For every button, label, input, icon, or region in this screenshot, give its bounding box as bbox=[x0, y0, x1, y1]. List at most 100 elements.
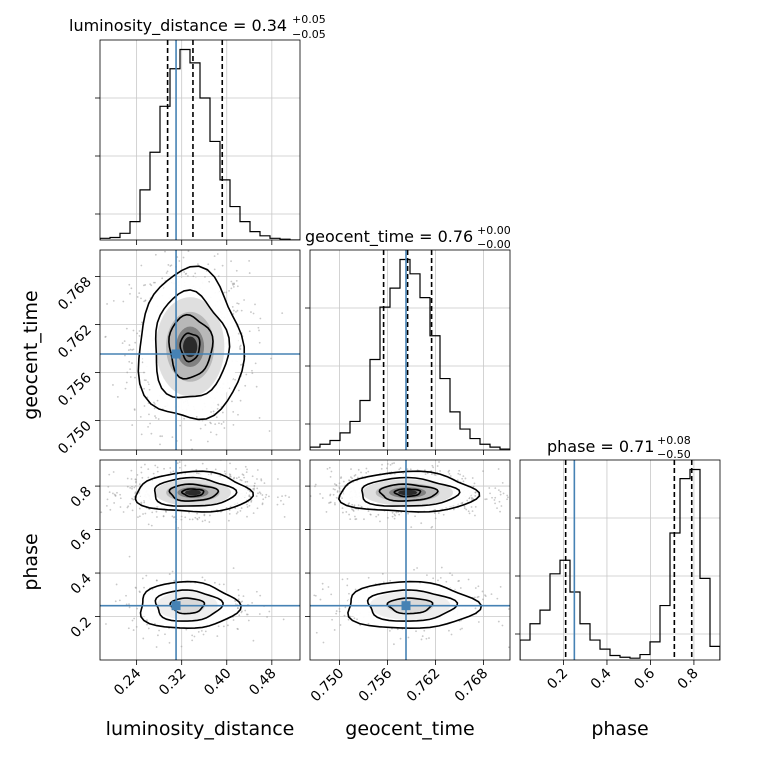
hist2d-geocent-time-phase-sample bbox=[391, 462, 394, 465]
hist2d-luminosity-distance-phase-sample bbox=[134, 586, 137, 589]
hist2d-geocent-time-phase-sample bbox=[474, 505, 477, 508]
hist2d-luminosity-distance-phase-sample bbox=[232, 619, 235, 621]
hist2d-geocent-time-phase-sample bbox=[499, 510, 501, 513]
hist2d-geocent-time-phase-sample bbox=[431, 464, 434, 467]
hist2d-luminosity-distance-phase-sample bbox=[240, 507, 243, 509]
hist2d-luminosity-distance-geocent-time-sample bbox=[125, 327, 128, 330]
hist2d-luminosity-distance-geocent-time-sample bbox=[152, 281, 155, 284]
hist2d-luminosity-distance-geocent-time-sample bbox=[133, 408, 136, 411]
hist2d-geocent-time-phase-sample bbox=[329, 501, 332, 504]
hist2d-luminosity-distance-geocent-time-sample bbox=[154, 415, 156, 417]
hist2d-luminosity-distance-phase-sample bbox=[141, 577, 144, 580]
hist2d-luminosity-distance-geocent-time-sample bbox=[183, 417, 186, 420]
hist2d-luminosity-distance-geocent-time-sample bbox=[129, 376, 132, 378]
hist2d-geocent-time-phase-sample bbox=[497, 620, 500, 623]
hist2d-geocent-time-phase-sample bbox=[338, 608, 341, 610]
hist2d-luminosity-distance-phase-sample bbox=[256, 507, 259, 510]
hist2d-luminosity-distance-phase-sample bbox=[105, 623, 107, 625]
hist2d-luminosity-distance-geocent-time-sample bbox=[153, 403, 156, 405]
hist2d-geocent-time-phase-sample bbox=[466, 499, 469, 502]
hist2d-geocent-time-phase-sample bbox=[461, 477, 464, 480]
hist2d-geocent-time-phase-sample bbox=[354, 515, 356, 518]
hist2d-luminosity-distance-phase-sample bbox=[243, 476, 246, 479]
hist2d-geocent-time-phase-sample bbox=[474, 587, 477, 589]
hist2d-geocent-time-phase-sample bbox=[379, 520, 381, 523]
hist2d-geocent-time-phase-sample bbox=[351, 503, 354, 506]
hist2d-geocent-time-phase-sample bbox=[346, 577, 349, 580]
hist2d-geocent-time-phase-sample bbox=[351, 477, 353, 480]
hist2d-luminosity-distance-phase-sample bbox=[252, 487, 255, 490]
hist2d-geocent-time-phase-sample bbox=[437, 512, 440, 515]
hist2d-geocent-time-phase-sample bbox=[329, 494, 332, 497]
hist2d-geocent-time-phase-sample bbox=[474, 495, 477, 497]
hist2d-luminosity-distance-phase-sample bbox=[191, 634, 194, 637]
hist2d-luminosity-distance-geocent-time-sample bbox=[232, 423, 235, 426]
hist2d-geocent-time-phase-panel: 0.750 0.756 0.762 0.768 bbox=[305, 459, 511, 705]
hist2d-luminosity-distance-phase-sample bbox=[268, 610, 271, 613]
hist2d-geocent-time-phase-sample bbox=[464, 477, 467, 480]
hist2d-luminosity-distance-phase-sample bbox=[119, 497, 122, 500]
hist2d-geocent-time-phase-sample bbox=[474, 514, 476, 517]
title-geocent-time: geocent_time = 0.76 bbox=[305, 227, 473, 247]
hist2d-luminosity-distance-geocent-time-sample bbox=[143, 371, 145, 374]
hist2d-luminosity-distance-phase-sample bbox=[168, 573, 171, 576]
hist2d-luminosity-distance-phase-sample bbox=[184, 464, 187, 467]
hist2d-luminosity-distance-geocent-time-frame bbox=[99, 249, 301, 451]
hist2d-geocent-time-phase-sample bbox=[432, 577, 435, 580]
hist2d-luminosity-distance-geocent-time-sample bbox=[236, 302, 239, 305]
hist-phase-xtick-label-2: 0.6 bbox=[631, 665, 658, 692]
hist2d-luminosity-distance-geocent-time-sample bbox=[171, 240, 173, 242]
hist2d-geocent-time-phase-sample bbox=[341, 497, 343, 500]
hist2d-luminosity-distance-phase-sample bbox=[155, 646, 158, 648]
hist2d-geocent-time-phase-sample bbox=[459, 628, 462, 631]
hist2d-luminosity-distance-geocent-time-sample bbox=[192, 275, 195, 278]
hist2d-luminosity-distance-geocent-time-sample bbox=[199, 427, 202, 430]
hist2d-geocent-time-phase-sample bbox=[367, 470, 370, 473]
hist2d-luminosity-distance-phase-sample bbox=[156, 516, 158, 518]
hist2d-luminosity-distance-phase-sample bbox=[131, 509, 134, 512]
hist2d-luminosity-distance-phase-sample bbox=[284, 494, 287, 497]
hist2d-luminosity-distance-geocent-time-contour-0-3 bbox=[179, 332, 201, 363]
hist2d-luminosity-distance-phase-sample bbox=[238, 476, 240, 479]
hist2d-geocent-time-phase-sample bbox=[338, 487, 341, 490]
hist2d-luminosity-distance-geocent-time-sample bbox=[121, 342, 124, 345]
hist2d-luminosity-distance-phase-sample bbox=[251, 601, 254, 604]
hist2d-luminosity-distance-geocent-time-sample bbox=[230, 280, 233, 283]
hist2d-luminosity-distance-phase-sample bbox=[162, 515, 165, 517]
hist2d-luminosity-distance-phase-sample bbox=[95, 487, 97, 489]
hist2d-geocent-time-phase-sample bbox=[498, 500, 501, 503]
hist2d-luminosity-distance-phase-sample bbox=[202, 633, 205, 636]
hist2d-geocent-time-phase-sample bbox=[471, 477, 474, 479]
hist2d-geocent-time-phase-sample bbox=[367, 510, 370, 512]
hist2d-geocent-time-phase-density-0-4 bbox=[398, 489, 418, 496]
hist2d-geocent-time-phase-sample bbox=[395, 511, 398, 514]
hist2d-geocent-time-phase-sample bbox=[485, 498, 488, 501]
hist2d-luminosity-distance-phase-ytick-label-2: 0.6 bbox=[68, 527, 95, 554]
hist2d-luminosity-distance-phase-sample bbox=[106, 498, 109, 501]
hist2d-geocent-time-phase-contour-0-0 bbox=[338, 470, 481, 513]
hist2d-luminosity-distance-geocent-time-sample bbox=[215, 247, 217, 249]
hist2d-luminosity-distance-geocent-time-sample bbox=[140, 264, 143, 267]
hist2d-luminosity-distance-phase-sample bbox=[257, 492, 259, 495]
hist2d-luminosity-distance-phase-sample bbox=[227, 519, 230, 522]
hist2d-luminosity-distance-phase-sample bbox=[180, 645, 183, 648]
hist2d-luminosity-distance-phase-sample bbox=[114, 495, 117, 497]
hist2d-geocent-time-phase-sample bbox=[499, 493, 502, 496]
hist2d-geocent-time-phase-sample bbox=[436, 465, 439, 467]
hist2d-geocent-time-phase-sample bbox=[473, 482, 476, 485]
hist2d-luminosity-distance-phase-sample bbox=[288, 496, 290, 499]
hist2d-luminosity-distance-geocent-time-sample bbox=[223, 427, 226, 429]
hist2d-luminosity-distance-geocent-time-sample bbox=[231, 305, 234, 308]
hist2d-geocent-time-phase-sample bbox=[349, 518, 352, 521]
hist2d-luminosity-distance-phase-sample bbox=[129, 502, 132, 505]
hist2d-geocent-time-phase-sample bbox=[428, 637, 430, 639]
hist2d-geocent-time-phase-sample bbox=[415, 630, 417, 633]
hist2d-luminosity-distance-phase-sample bbox=[168, 641, 171, 644]
hist2d-luminosity-distance-phase-sample bbox=[214, 468, 217, 471]
hist2d-luminosity-distance-phase-sample bbox=[248, 504, 251, 507]
hist2d-luminosity-distance-phase-sample bbox=[237, 588, 240, 591]
title-phase-minus: −0.50 bbox=[657, 448, 691, 461]
hist2d-geocent-time-phase-sample bbox=[330, 593, 333, 596]
hist2d-luminosity-distance-geocent-time-sample bbox=[187, 275, 189, 277]
hist2d-luminosity-distance-phase-sample bbox=[256, 469, 259, 471]
